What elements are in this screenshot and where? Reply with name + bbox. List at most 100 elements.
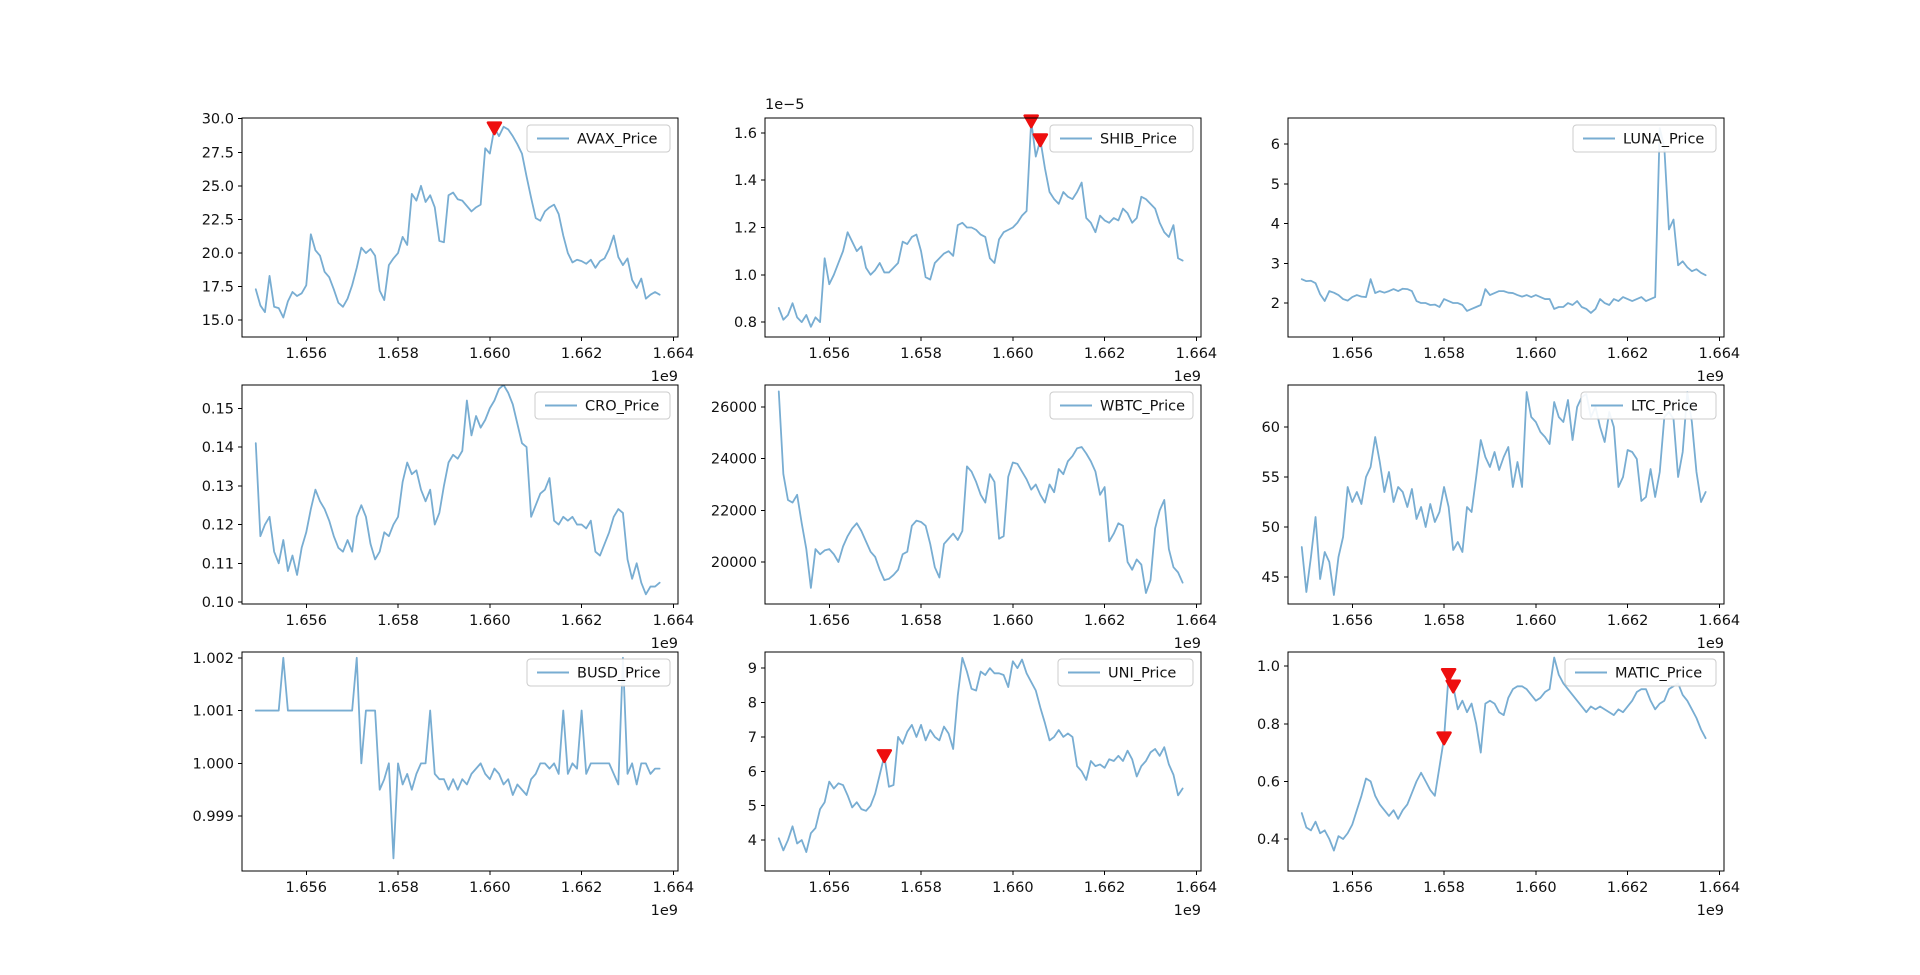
legend-luna_price: LUNA_Price <box>1572 124 1717 153</box>
x-tick-label: 1.662 <box>561 613 603 629</box>
legend-wbtc_price: WBTC_Price <box>1049 391 1194 420</box>
y-tick-label: 0.8 <box>734 315 757 331</box>
legend-busd_price: BUSD_Price <box>526 658 671 687</box>
legend-ltc_price: LTC_Price <box>1580 391 1717 420</box>
axes-spines <box>241 384 679 605</box>
x-tick-label: 1.660 <box>1515 880 1557 896</box>
y-tick-label: 1.000 <box>192 756 234 772</box>
chart-svg-cro_price: 1.656 1.658 1.660 1.662 1.664 1e9 0.10 0.11 0.12… <box>202 384 695 652</box>
x-tick-label: 1.656 <box>1331 346 1373 362</box>
y-tick-label: 22000 <box>711 503 757 519</box>
y-tick-label: 2 <box>1271 296 1280 312</box>
legend-shib_price: SHIB_Price <box>1049 124 1194 153</box>
x-tick-label: 1.664 <box>1699 613 1741 629</box>
x-tick-label: 1.662 <box>1607 346 1649 362</box>
x-axis-offset-label: 1e9 <box>1174 636 1201 652</box>
legend-box <box>1049 124 1194 153</box>
legend-cro_price: CRO_Price <box>534 391 671 420</box>
y-tick-label: 1.0 <box>734 268 757 284</box>
x-tick-label: 1.660 <box>992 880 1034 896</box>
y-tick-label: 50 <box>1262 520 1280 536</box>
x-tick-label: 1.658 <box>1423 346 1465 362</box>
x-tick-label: 1.660 <box>992 346 1034 362</box>
x-tick-label: 1.662 <box>1084 346 1126 362</box>
x-axis-offset-label: 1e9 <box>651 636 678 652</box>
y-tick-label: 26000 <box>711 400 757 416</box>
x-tick-label: 1.660 <box>469 346 511 362</box>
x-tick-label: 1.658 <box>377 613 419 629</box>
y-tick-label: 1.6 <box>734 126 757 142</box>
signal-marker <box>1440 668 1457 683</box>
x-tick-label: 1.664 <box>653 880 695 896</box>
price-line-matic_price <box>1300 656 1707 852</box>
y-tick-label: 27.5 <box>202 145 234 161</box>
y-tick-label: 5 <box>748 799 757 815</box>
x-axis-offset-label: 1e9 <box>1174 369 1201 385</box>
price-line-ltc_price <box>1300 391 1707 596</box>
chart-svg-shib_price: 1.656 1.658 1.660 1.662 1.664 1e9 0.8 1.0 1.2 1.4… <box>734 97 1217 385</box>
x-tick-label: 1.662 <box>1607 880 1649 896</box>
y-tick-label: 1.002 <box>192 651 234 667</box>
y-tick-label: 1.0 <box>1257 659 1280 675</box>
x-tick-label: 1.656 <box>1331 880 1373 896</box>
x-tick-label: 1.664 <box>1699 880 1741 896</box>
y-tick-label: 30.0 <box>202 112 234 128</box>
x-tick-label: 1.664 <box>653 613 695 629</box>
legend-avax_price: AVAX_Price <box>526 124 671 153</box>
y-tick-label: 55 <box>1262 470 1280 486</box>
axes-spines <box>241 651 679 872</box>
y-tick-label: 1.2 <box>734 221 757 237</box>
legend-label: UNI_Price <box>1108 666 1176 682</box>
x-axis-offset-label: 1e9 <box>1697 636 1724 652</box>
y-tick-label: 0.14 <box>202 440 234 456</box>
price-line-wbtc_price <box>777 390 1184 594</box>
axes-spines <box>1287 651 1725 872</box>
price-line-shib_price <box>777 120 1184 328</box>
y-tick-label: 60 <box>1262 420 1280 436</box>
axes-spines <box>1287 117 1725 338</box>
y-tick-label: 45 <box>1262 570 1280 586</box>
x-axis-offset-label: 1e9 <box>651 903 678 919</box>
legend-matic_price: MATIC_Price <box>1564 658 1717 687</box>
signal-marker <box>1023 114 1039 129</box>
x-tick-label: 1.660 <box>992 613 1034 629</box>
chart-svg-matic_price: 1.656 1.658 1.660 1.662 1.664 1e9 0.4 0.6 0.8 1.0… <box>1257 651 1741 919</box>
axes-spines <box>1287 384 1725 605</box>
y-tick-label: 17.5 <box>202 280 234 296</box>
x-tick-label: 1.664 <box>1176 613 1218 629</box>
x-tick-label: 1.662 <box>1084 880 1126 896</box>
y-tick-label: 8 <box>748 696 757 712</box>
x-tick-label: 1.658 <box>377 346 419 362</box>
axes-spines <box>764 384 1202 605</box>
legend-label: LUNA_Price <box>1623 132 1704 148</box>
x-tick-label: 1.664 <box>653 346 695 362</box>
legend-box <box>526 658 671 687</box>
legend-box <box>534 391 671 420</box>
legend-label: AVAX_Price <box>577 132 658 148</box>
x-tick-label: 1.664 <box>1699 346 1741 362</box>
subplot-ltc_price: 1.656 1.658 1.660 1.662 1.664 1e9 45 50 55 60 LTC_… <box>1168 351 1802 686</box>
legend-label: MATIC_Price <box>1615 666 1702 682</box>
y-tick-label: 20000 <box>711 555 757 571</box>
price-line-uni_price <box>777 656 1184 853</box>
chart-svg-wbtc_price: 1.656 1.658 1.660 1.662 1.664 1e9 20000 22000 24… <box>711 384 1218 652</box>
x-tick-label: 1.658 <box>1423 613 1465 629</box>
signal-marker <box>1445 679 1461 694</box>
y-tick-label: 6 <box>748 764 757 780</box>
subplot-luna_price: 1.656 1.658 1.660 1.662 1.664 1e9 2 3 4 5 6 LUNA_Pr… <box>1168 84 1802 419</box>
legend-label: CRO_Price <box>585 399 659 415</box>
legend-label: WBTC_Price <box>1100 399 1185 415</box>
subplot-wbtc_price: 1.656 1.658 1.660 1.662 1.664 1e9 20000 22000 24… <box>645 351 1279 686</box>
subplot-shib_price: 1.656 1.658 1.660 1.662 1.664 1e9 0.8 1.0 1.2 1.4… <box>645 84 1279 419</box>
legend-box <box>1057 658 1194 687</box>
x-tick-label: 1.660 <box>469 613 511 629</box>
price-line-cro_price <box>254 385 661 596</box>
x-tick-label: 1.658 <box>900 613 942 629</box>
chart-svg-busd_price: 1.656 1.658 1.660 1.662 1.664 1e9 0.999 1.000 1.… <box>192 651 695 919</box>
x-tick-label: 1.656 <box>285 346 327 362</box>
x-tick-label: 1.662 <box>561 880 603 896</box>
x-tick-label: 1.656 <box>808 880 850 896</box>
y-tick-label: 25.0 <box>202 179 234 195</box>
subplot-uni_price: 1.656 1.658 1.660 1.662 1.664 1e9 4 5 6 7 8 9 UNI_Pr… <box>645 618 1279 953</box>
